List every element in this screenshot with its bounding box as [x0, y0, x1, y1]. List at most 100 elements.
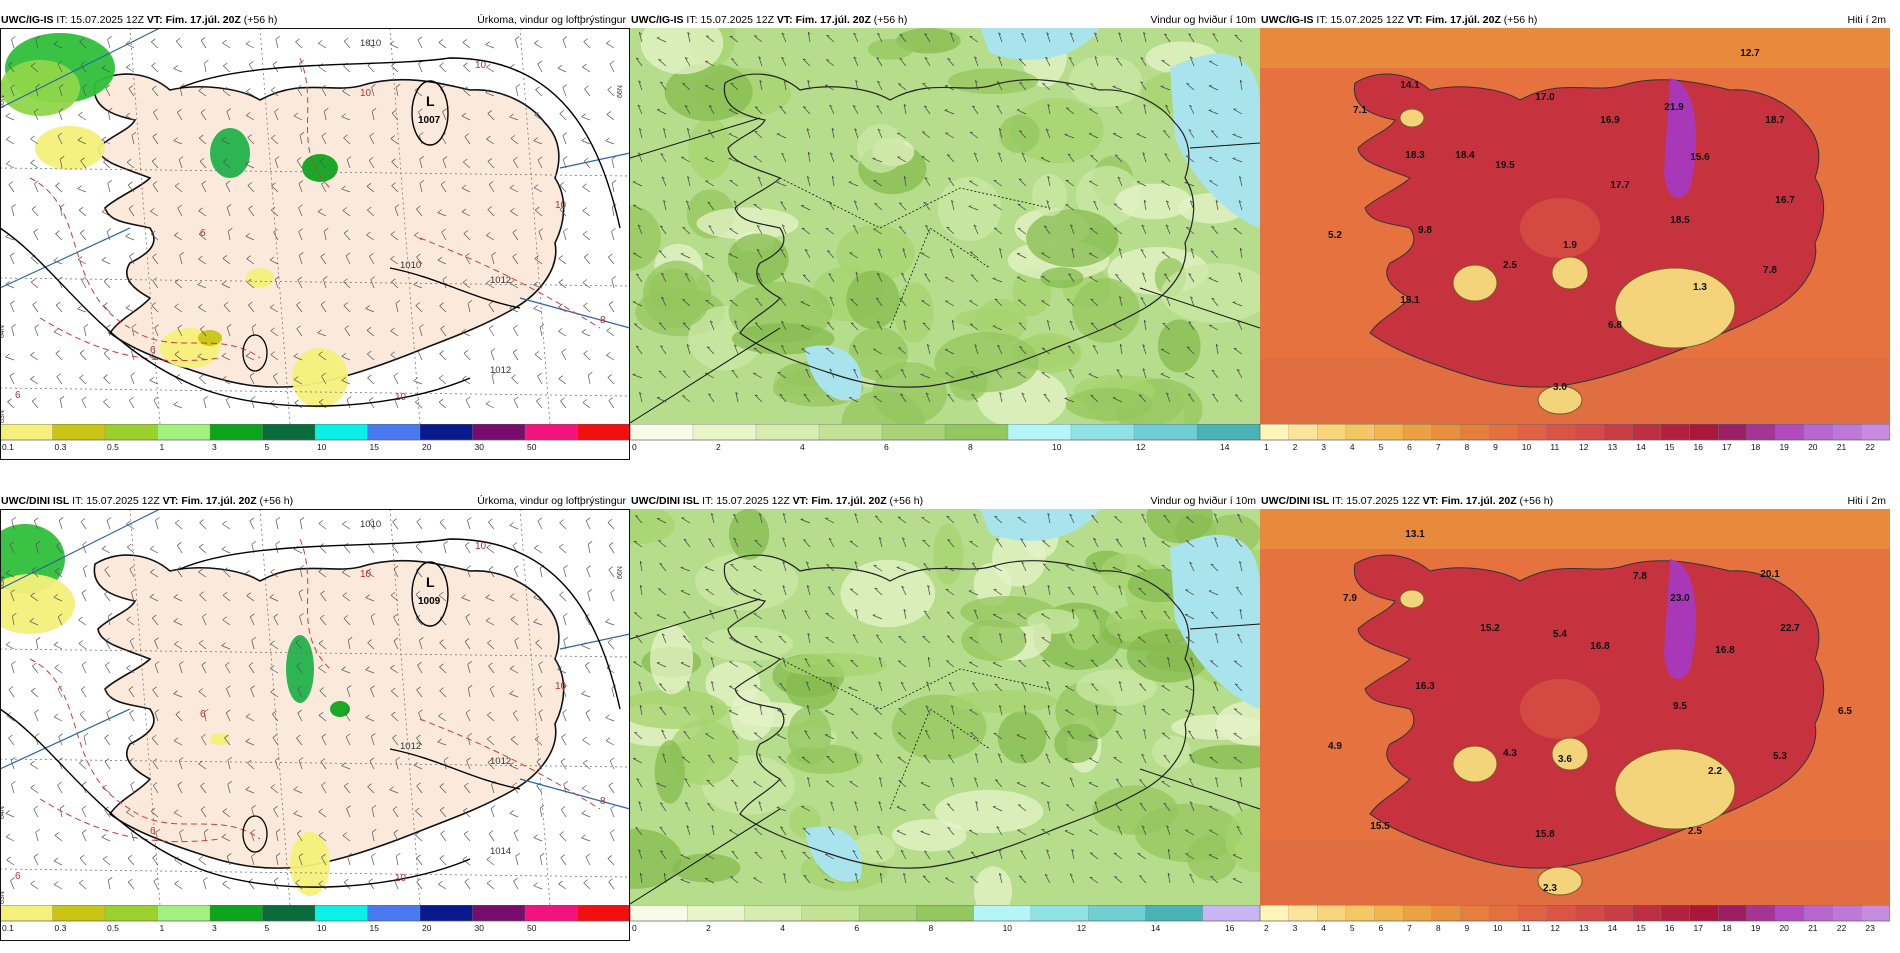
- temperature-value-label: 17.0: [1535, 92, 1555, 103]
- isobar-label: 1010: [360, 38, 381, 49]
- temperature-value-label: 12.7: [1740, 48, 1760, 59]
- temperature-label: 6: [200, 228, 206, 239]
- colorbar-swatch: [105, 424, 158, 440]
- colorbar-swatch: [1804, 424, 1833, 440]
- colorbar-tick-label: 18: [1751, 442, 1761, 452]
- map-canvas: [630, 28, 1260, 424]
- colorbar-swatch: [1575, 424, 1604, 440]
- wind-speed-area: [938, 177, 1001, 241]
- cold-glacier-area: [1453, 746, 1497, 782]
- colorbar-swatch: [1747, 424, 1776, 440]
- init-time-label: IT:: [56, 14, 67, 26]
- map-panel-igis-wind: UWC/IG-IS IT: 15.07.2025 12Z VT: Fim. 17…: [630, 12, 1260, 472]
- colorbar-tick-label: 19: [1779, 442, 1789, 452]
- colorbar-swatch: [1375, 424, 1404, 440]
- init-time: 15.07.2025 12Z: [1330, 14, 1404, 26]
- colorbar-swatch: [525, 905, 578, 921]
- wind-speed-area: [948, 68, 1038, 94]
- lead-time: (+56 h): [890, 495, 924, 507]
- precip-area: [198, 330, 222, 346]
- temperature-label: 6: [150, 826, 156, 837]
- colorbar-swatch: [1632, 905, 1661, 921]
- temperature-value-label: 18.4: [1455, 150, 1475, 161]
- colorbar-swatch: [945, 424, 1009, 440]
- temperature-value-label: 1.3: [1693, 282, 1707, 293]
- temperature-value-label: 17.7: [1610, 180, 1630, 191]
- colorbar-swatch: [756, 424, 820, 440]
- wind-speed-area: [655, 740, 685, 804]
- colorbar-tick-label: 1: [160, 923, 165, 933]
- colorbar-swatch: [105, 905, 158, 921]
- latitude-label: 63N: [0, 891, 6, 904]
- colorbar-tick-label: 3: [1321, 442, 1326, 452]
- colorbar-swatch: [1804, 905, 1833, 921]
- map-area[interactable]: [630, 509, 1260, 905]
- temperature-value-label: 18.5: [1670, 215, 1690, 226]
- init-time-label: IT:: [686, 14, 697, 26]
- colorbar-swatch: [1432, 905, 1461, 921]
- colorbar-swatch: [1546, 905, 1575, 921]
- colorbar-tick-label: 19: [1751, 923, 1761, 933]
- colorbar-tick-label: 16: [1694, 442, 1704, 452]
- valid-time-label: VT:: [1407, 14, 1423, 26]
- temperature-value-label: 15.6: [1690, 152, 1710, 163]
- colorbar-tick-label: 22: [1865, 442, 1875, 452]
- temperature-value-label: 14.1: [1400, 80, 1420, 91]
- wind-speed-area: [1054, 724, 1098, 763]
- latitude-label: 64N: [0, 806, 6, 819]
- map-area[interactable]: [630, 28, 1260, 424]
- wind-speed-area: [650, 625, 693, 694]
- colorbar-swatch: [210, 905, 263, 921]
- latitude-label: 65N: [0, 95, 6, 108]
- temperature-value-label: 13.1: [1405, 529, 1425, 540]
- colorbar-swatch: [1203, 905, 1260, 921]
- colorbar-tick-label: 4: [1321, 923, 1326, 933]
- colorbar-swatch: [1489, 905, 1518, 921]
- colorbar-swatch: [263, 905, 316, 921]
- temperature-area: [1520, 679, 1600, 739]
- colorbar-tick-label: 17: [1694, 923, 1704, 933]
- low-pressure-letter: L: [426, 574, 435, 590]
- wind-speed-area: [702, 627, 793, 661]
- panel-title: Úrkoma, vindur og loftþrýstingur: [477, 12, 626, 28]
- colorbar-tick-label: 5: [1350, 923, 1355, 933]
- colorbar-tick-label: 20: [422, 923, 432, 933]
- panel-title: Vindur og hviður í 10m: [1151, 12, 1256, 28]
- isobar-label: 1012: [400, 741, 421, 752]
- init-time-label: IT:: [1316, 14, 1327, 26]
- colorbar-swatch: [578, 905, 631, 921]
- panel-header: UWC/IG-IS IT: 15.07.2025 12Z VT: Fim. 17…: [1260, 12, 1890, 28]
- wind-speed-area: [934, 332, 1038, 392]
- colorbar-swatch: [473, 424, 526, 440]
- model-name: UWC/IG-IS: [1, 14, 54, 26]
- colorbar-swatch: [1289, 905, 1318, 921]
- cold-glacier-area: [1400, 109, 1424, 127]
- lead-time: (+56 h): [874, 14, 908, 26]
- colorbar-swatch: [1518, 424, 1547, 440]
- wind-speed-area: [1040, 267, 1083, 288]
- panel-run-info: UWC/DINI ISL IT: 15.07.2025 12Z VT: Fim.…: [631, 493, 923, 509]
- temperature-value-label: 2.5: [1503, 260, 1517, 271]
- temperature-value-label: 16.8: [1590, 641, 1610, 652]
- temperature-label: 6: [150, 345, 156, 356]
- wind-speed-area: [1072, 278, 1140, 343]
- colorbar-swatch: [315, 905, 368, 921]
- panel-header: UWC/IG-IS IT: 15.07.2025 12Z VT: Fim. 17…: [630, 12, 1260, 28]
- wind-speed-area: [788, 706, 832, 764]
- colorbar-swatch: [1346, 424, 1375, 440]
- temperature-value-label: 5.4: [1553, 629, 1567, 640]
- colorbar-swatch: [745, 905, 803, 921]
- wind-arrow-head: [1233, 302, 1236, 303]
- panel-title: Vindur og hviður í 10m: [1151, 493, 1256, 509]
- colorbar-swatch: [0, 424, 53, 440]
- panel-run-info: UWC/IG-IS IT: 15.07.2025 12Z VT: Fim. 17…: [1, 12, 277, 28]
